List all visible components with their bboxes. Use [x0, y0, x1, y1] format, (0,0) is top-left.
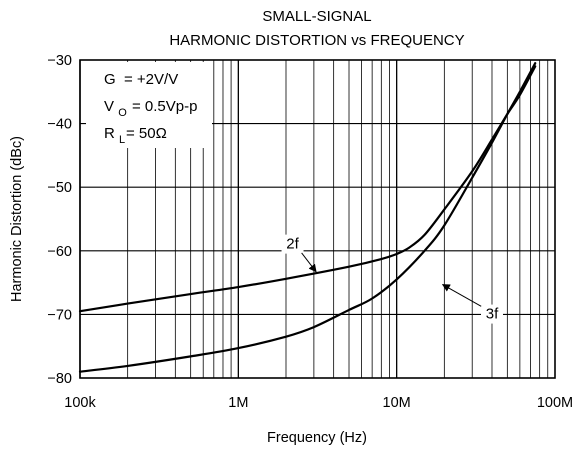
plot-frame — [79, 59, 556, 379]
chart-title-line-2: HARMONIC DISTORTION vs FREQUENCY — [169, 32, 464, 49]
condition-vout-subscript: O — [118, 107, 127, 119]
callout-arrow-2f — [301, 252, 317, 273]
y-tick-label: −80 — [47, 371, 72, 387]
condition-rload: R L = 50Ω — [104, 125, 167, 147]
condition-gain-symbol: G — [104, 71, 116, 88]
condition-gain-value: = +2V/V — [124, 71, 178, 88]
y-tick-label: −70 — [47, 307, 72, 323]
condition-rload-value: = 50Ω — [126, 125, 167, 142]
x-axis-label: Frequency (Hz) — [267, 430, 367, 446]
test-conditions: G = +2V/V V O = 0.5Vp-p R L = 50Ω — [104, 71, 197, 147]
x-tick-label: 100M — [537, 395, 573, 411]
axis-ticks: −30 −40 −50 −60 −70 −80 100k 1M 10M 100M — [47, 53, 573, 411]
y-tick-label: −60 — [47, 244, 72, 260]
y-axis-label: Harmonic Distortion (dBc) — [9, 136, 25, 302]
callout-label-bg-3f — [480, 304, 503, 324]
condition-vout: V O = 0.5Vp-p — [104, 98, 197, 120]
x-tick-label: 10M — [383, 395, 411, 411]
condition-rload-subscript: L — [119, 134, 125, 146]
condition-rload-symbol: R — [104, 125, 115, 142]
x-tick-label: 1M — [228, 395, 248, 411]
chart-title-line-1: SMALL-SIGNAL — [262, 8, 371, 25]
y-tick-label: −50 — [47, 180, 72, 196]
condition-gain: G = +2V/V — [104, 71, 178, 88]
callout-label-bg-2f — [281, 234, 304, 254]
callout-label-2f: 2f — [286, 236, 299, 253]
callout-arrow-3f — [441, 284, 482, 307]
conditions-box — [86, 62, 212, 148]
callout-label-3f: 3f — [486, 306, 499, 323]
condition-vout-symbol: V — [104, 98, 114, 115]
y-tick-label: −40 — [47, 117, 72, 133]
series-line-3f — [78, 62, 537, 373]
series — [78, 62, 537, 373]
condition-vout-value: = 0.5Vp-p — [132, 98, 197, 115]
series-callouts: 2f 3f — [281, 234, 503, 324]
y-tick-label: −30 — [47, 53, 72, 69]
x-tick-label: 100k — [64, 395, 96, 411]
